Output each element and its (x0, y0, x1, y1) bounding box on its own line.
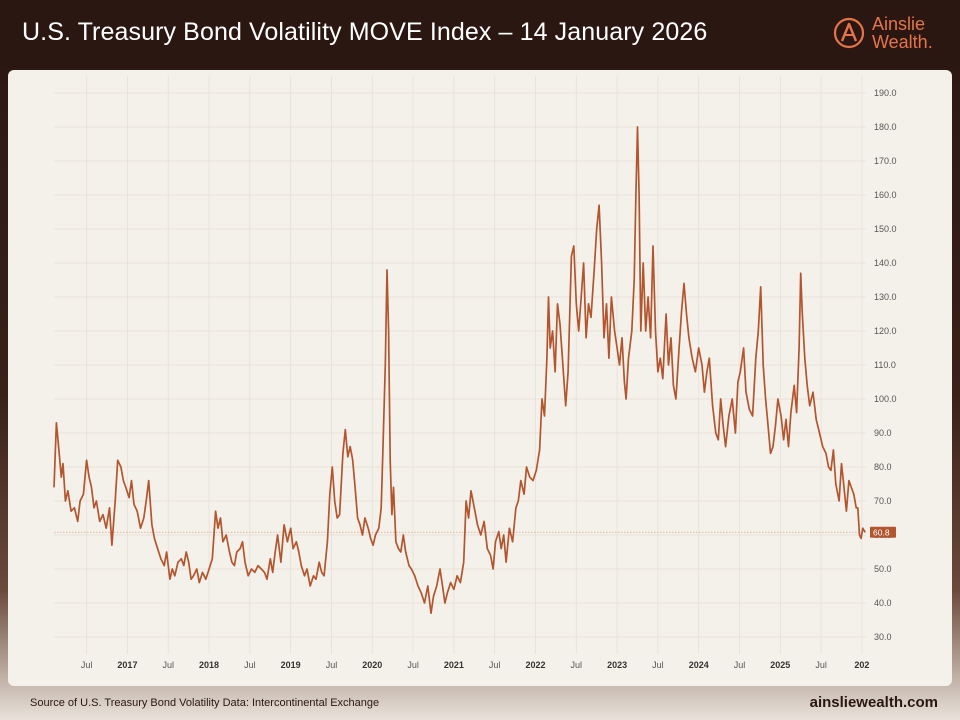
x-tick-label: 2021 (444, 660, 464, 670)
y-tick-label: 50.0 (874, 564, 892, 574)
y-tick-label: 130.0 (874, 292, 897, 302)
logo-text-line2: Wealth. (872, 32, 933, 52)
x-tick-label: Jul (734, 660, 746, 670)
x-tick-label: 202 (854, 660, 869, 670)
y-tick-label: 190.0 (874, 88, 897, 98)
chart-panel: 30.040.050.060.070.080.090.0100.0110.012… (8, 70, 952, 686)
ainslie-logo[interactable]: Ainslie Wealth. (832, 14, 952, 58)
x-tick-label: 2025 (770, 660, 790, 670)
x-tick-label: 2022 (525, 660, 545, 670)
last-value-label: 60.8 (873, 527, 890, 537)
y-tick-label: 160.0 (874, 190, 897, 200)
x-tick-label: Jul (244, 660, 256, 670)
y-axis-ticks: 30.040.050.060.070.080.090.0100.0110.012… (874, 88, 897, 642)
x-tick-label: Jul (162, 660, 174, 670)
x-axis-ticks: Jul 2017 Jul 2018 Jul 2019 Jul 2020 Jul 2021 Jul 20… (81, 660, 870, 670)
source-note: Source of U.S. Treasury Bond Volatility … (30, 697, 380, 709)
logo-text-line1: Ainslie (872, 14, 926, 34)
y-tick-label: 140.0 (874, 258, 897, 268)
y-tick-label: 110.0 (874, 360, 896, 370)
y-tick-label: 70.0 (874, 496, 892, 506)
y-tick-label: 90.0 (874, 428, 892, 438)
x-tick-label: 2019 (281, 660, 301, 670)
footer: Source of U.S. Treasury Bond Volatility … (0, 690, 960, 720)
x-tick-label: 2018 (199, 660, 219, 670)
y-tick-label: 180.0 (874, 122, 897, 132)
y-tick-label: 100.0 (874, 394, 897, 404)
x-tick-label: 2020 (362, 660, 382, 670)
last-value-badge (870, 526, 896, 538)
y-tick-label: 120.0 (874, 326, 897, 336)
x-tick-label: Jul (81, 660, 93, 670)
y-tick-label: 170.0 (874, 156, 897, 166)
x-tick-label: 2017 (117, 660, 137, 670)
page-title: U.S. Treasury Bond Volatility MOVE Index… (22, 18, 708, 46)
x-tick-label: Jul (326, 660, 338, 670)
x-tick-label: Jul (815, 660, 827, 670)
x-tick-label: Jul (652, 660, 664, 670)
y-tick-label: 40.0 (874, 598, 892, 608)
y-tick-label: 30.0 (874, 632, 892, 642)
x-tick-label: Jul (571, 660, 583, 670)
move-index-chart: 30.040.050.060.070.080.090.0100.0110.012… (53, 76, 897, 670)
x-tick-label: 2023 (607, 660, 627, 670)
horizontal-gridlines (54, 92, 866, 638)
x-tick-label: Jul (489, 660, 501, 670)
website-link[interactable]: ainsliewealth.com (809, 694, 938, 711)
series-line-move-index (53, 126, 866, 615)
y-tick-label: 80.0 (874, 462, 892, 472)
x-tick-label: 2024 (689, 660, 709, 670)
ainslie-logo-icon (833, 17, 865, 49)
y-tick-label: 150.0 (874, 224, 897, 234)
x-tick-label: Jul (407, 660, 419, 670)
header-bar: U.S. Treasury Bond Volatility MOVE Index… (0, 0, 960, 68)
